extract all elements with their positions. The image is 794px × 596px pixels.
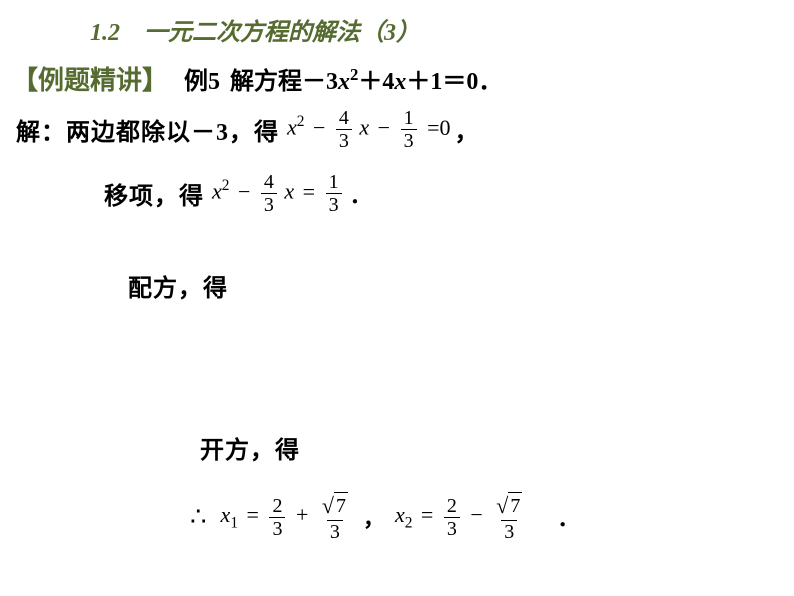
result-line: ∴ x1 = 2 3 + √7 3 ， x2 = 2	[190, 492, 579, 542]
step4-label: 开方，得	[200, 430, 300, 465]
example-equation: －3x2＋4x＋1＝0．	[302, 61, 502, 96]
coef-a: －3	[302, 69, 338, 95]
rad-val: 7	[508, 492, 522, 519]
section-title: 1.2 一元二次方程的解法（3）	[90, 12, 420, 47]
num: 1	[401, 108, 417, 129]
result-x2: x2 = 2 3 − √7 3	[395, 492, 527, 542]
num: 4	[336, 108, 352, 129]
step2-line: 移项，得 x2 − 4 3 x = 1 3 ．	[104, 172, 372, 215]
step1-label: 解：两边都除以－3，得	[16, 112, 279, 147]
step3-line: 配方，得	[128, 268, 228, 303]
coef-c: ＋1	[406, 69, 442, 95]
den: 3	[269, 517, 285, 539]
den: 3	[501, 520, 517, 542]
step1-equation: x2 − 4 3 x − 1 3 =0	[287, 108, 451, 151]
coef-b: ＋4	[358, 69, 394, 95]
step1-tail: ，	[455, 112, 479, 147]
rad-val: 7	[334, 492, 348, 519]
frac-4-3b: 4 3	[261, 172, 277, 215]
therefore-icon: ∴	[190, 502, 207, 532]
step1-line: 解：两边都除以－3，得 x2 − 4 3 x − 1 3 =0 ，	[16, 108, 479, 151]
den: 3	[401, 129, 417, 151]
frac-1-3b: 1 3	[326, 172, 342, 215]
result-sep: ，	[363, 501, 385, 533]
num: 2	[444, 496, 460, 517]
den: 3	[326, 193, 342, 215]
frac-sqrt7-3-b: √7 3	[493, 492, 525, 542]
den: 3	[336, 129, 352, 151]
frac-4-3: 4 3	[336, 108, 352, 151]
num: 2	[269, 496, 285, 517]
frac-sqrt7-3-a: √7 3	[319, 492, 351, 542]
frac-1-3: 1 3	[401, 108, 417, 151]
step4-line: 开方，得	[200, 430, 300, 465]
step2-equation: x2 − 4 3 x = 1 3	[212, 172, 344, 215]
example-line: 【例题精讲】 例5 解方程 －3x2＋4x＋1＝0．	[12, 60, 502, 97]
step3-label: 配方，得	[128, 268, 228, 303]
frac-2-3-a: 2 3	[269, 496, 285, 539]
rhs: =0	[427, 115, 450, 140]
example-number: 例5	[184, 61, 220, 96]
result-tail: ．	[557, 501, 579, 533]
num: 1	[326, 172, 342, 193]
step2-tail: ．	[350, 178, 372, 210]
tag-label: 【例题精讲】	[12, 60, 168, 97]
den: 3	[444, 517, 460, 539]
result-x1: x1 = 2 3 + √7 3	[221, 492, 353, 542]
example-prefix: 解方程	[230, 61, 302, 96]
sqrt-icon: √7	[322, 492, 348, 519]
den: 3	[261, 193, 277, 215]
eq-rhs: ＝0．	[442, 69, 502, 95]
sqrt-icon: √7	[496, 492, 522, 519]
den: 3	[327, 520, 343, 542]
num: 4	[261, 172, 277, 193]
step2-label: 移项，得	[104, 176, 204, 211]
frac-2-3-b: 2 3	[444, 496, 460, 539]
